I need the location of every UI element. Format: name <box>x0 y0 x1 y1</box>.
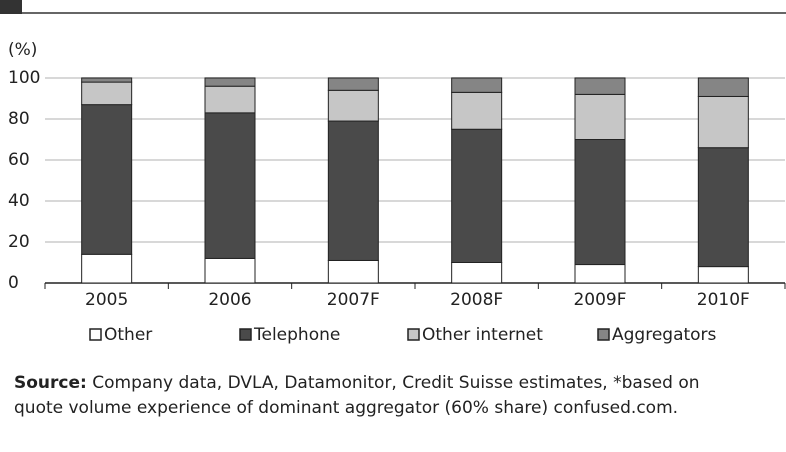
y-tick-label: 100 <box>8 68 40 88</box>
bar-segment <box>574 139 626 266</box>
bar-segment <box>81 253 133 284</box>
bar-segment <box>327 77 379 91</box>
legend-swatch <box>597 328 610 341</box>
bar-segment <box>81 104 133 255</box>
bar-segment <box>81 81 133 106</box>
source-line: Company data, DVLA, Datamonitor, Credit … <box>92 373 699 393</box>
x-tick-label: 2008F <box>450 290 503 310</box>
bar-segment <box>574 77 626 95</box>
x-tick-label: 2006 <box>208 290 251 310</box>
legend-label: Aggregators <box>612 325 717 345</box>
bar-segment <box>327 89 379 122</box>
bar-segment <box>574 264 626 284</box>
bar-segment <box>697 95 749 149</box>
header-block <box>0 0 22 14</box>
x-tick-label: 2009F <box>573 290 626 310</box>
source-label: Source: <box>14 373 87 393</box>
bar-segment <box>697 266 749 284</box>
x-tick-label: 2005 <box>85 290 128 310</box>
bar-segment <box>204 257 256 284</box>
x-tick-label: 2007F <box>327 290 380 310</box>
source-line: quote volume experience of dominant aggr… <box>14 398 678 418</box>
bar-segment <box>697 147 749 268</box>
legend-label: Other <box>104 325 152 345</box>
y-tick-label: 40 <box>8 191 30 211</box>
bar-segment <box>204 77 256 87</box>
bar-segment <box>81 77 133 83</box>
y-tick-label: 60 <box>8 150 30 170</box>
legend-swatch <box>89 328 102 341</box>
legend-label: Other internet <box>422 325 543 345</box>
y-unit-label: (%) <box>8 40 37 60</box>
bar-segment <box>697 77 749 97</box>
bar-segment <box>327 259 379 284</box>
bar-segment <box>574 93 626 140</box>
bar-segment <box>451 128 503 263</box>
bar-segment <box>451 262 503 284</box>
x-tick-label: 2010F <box>697 290 750 310</box>
bar-segment <box>451 91 503 130</box>
bar-segment <box>451 77 503 93</box>
y-tick-label: 80 <box>8 109 30 129</box>
y-tick-label: 0 <box>8 273 19 293</box>
legend-swatch <box>239 328 252 341</box>
bar-segment <box>204 85 256 114</box>
legend-swatch <box>407 328 420 341</box>
bar-segment <box>327 120 379 261</box>
bar-segment <box>204 112 256 259</box>
legend-label: Telephone <box>253 325 340 345</box>
source: Source: Company data, DVLA, Datamonitor,… <box>14 373 700 393</box>
y-tick-label: 20 <box>8 232 30 252</box>
